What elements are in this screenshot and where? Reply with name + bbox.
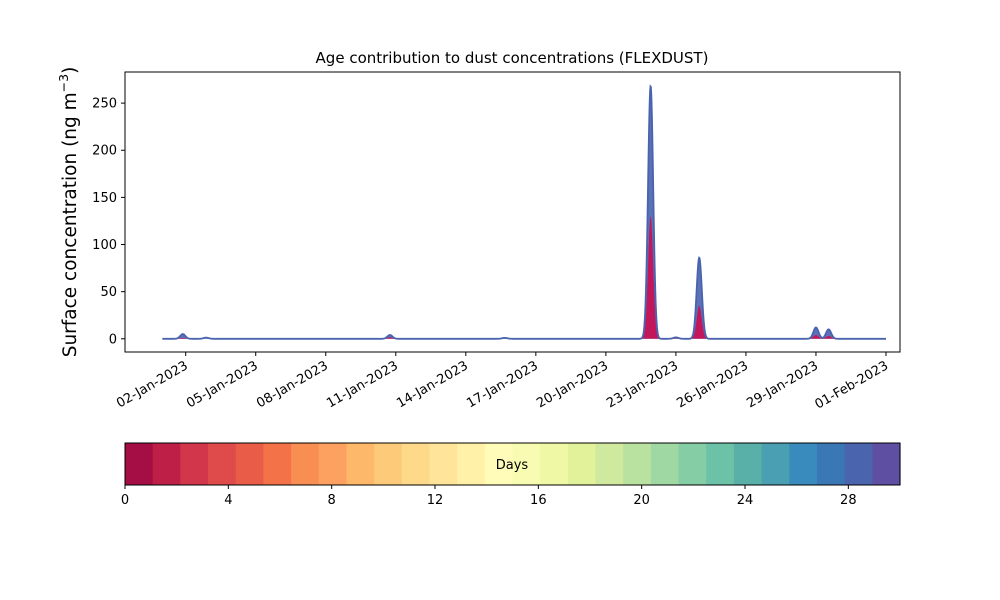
x-tick-label: 17-Jan-2023 bbox=[464, 358, 541, 411]
plot-area bbox=[162, 84, 886, 340]
x-tick-label: 26-Jan-2023 bbox=[674, 358, 751, 411]
y-tick-label: 200 bbox=[92, 144, 117, 159]
y-tick-label: 150 bbox=[92, 191, 117, 206]
colorbar-tick-label: 8 bbox=[328, 493, 336, 508]
colorbar-segment bbox=[152, 443, 181, 485]
colorbar-tick-label: 20 bbox=[633, 493, 650, 508]
colorbar-segment bbox=[291, 443, 320, 485]
colorbar-tick-label: 0 bbox=[121, 493, 129, 508]
x-tick-label: 11-Jan-2023 bbox=[324, 358, 401, 411]
colorbar-tick-label: 4 bbox=[224, 493, 232, 508]
colorbar-segment bbox=[872, 443, 901, 485]
y-axis-label-sup: −3 bbox=[56, 74, 71, 92]
colorbar-segment bbox=[816, 443, 846, 485]
colorbar-segment bbox=[540, 443, 569, 485]
colorbar-segment bbox=[484, 443, 514, 485]
y-tick-label: 100 bbox=[92, 238, 117, 253]
colorbar-segment bbox=[678, 443, 707, 485]
series-total-line bbox=[162, 84, 886, 340]
colorbar-segment bbox=[761, 443, 790, 485]
colorbar-segment bbox=[650, 443, 680, 485]
y-axis-label: Surface concentration (ng m−3) bbox=[56, 67, 81, 358]
colorbar-segment bbox=[263, 443, 292, 485]
colorbar-label: Days bbox=[496, 458, 529, 473]
x-tick-label: 02-Jan-2023 bbox=[114, 358, 191, 411]
colorbar bbox=[125, 443, 901, 485]
y-axis: 0 50 100 150 200 250 bbox=[92, 97, 125, 347]
colorbar-segment bbox=[567, 443, 597, 485]
plot-frame bbox=[124, 71, 901, 353]
y-tick-label: 50 bbox=[100, 285, 117, 300]
x-tick-label: 20-Jan-2023 bbox=[534, 358, 611, 411]
series-young-area bbox=[162, 216, 886, 339]
x-tick-label: 29-Jan-2023 bbox=[744, 358, 821, 411]
colorbar-tick-label: 12 bbox=[427, 493, 444, 508]
colorbar-segment bbox=[346, 443, 375, 485]
colorbar-segment bbox=[235, 443, 264, 485]
colorbar-segment bbox=[733, 443, 763, 485]
x-tick-label: 05-Jan-2023 bbox=[184, 358, 261, 411]
colorbar-segment bbox=[429, 443, 458, 485]
y-tick-label: 250 bbox=[92, 97, 117, 112]
y-axis-label-close: ) bbox=[60, 67, 81, 74]
colorbar-segment bbox=[180, 443, 209, 485]
colorbar-tick-label: 16 bbox=[530, 493, 547, 508]
colorbar-axis: 0 4 8 12 16 20 24 28 bbox=[121, 485, 857, 508]
colorbar-segment bbox=[374, 443, 403, 485]
colorbar-tick-label: 24 bbox=[737, 493, 754, 508]
colorbar-segment bbox=[512, 443, 541, 485]
colorbar-frame bbox=[124, 442, 901, 486]
x-tick-label: 14-Jan-2023 bbox=[394, 358, 471, 411]
chart-title: Age contribution to dust concentrations … bbox=[316, 49, 709, 67]
colorbar-segment bbox=[318, 443, 348, 485]
x-tick-label: 08-Jan-2023 bbox=[254, 358, 331, 411]
colorbar-segment bbox=[401, 443, 431, 485]
colorbar-tick-label: 28 bbox=[840, 493, 857, 508]
colorbar-segment bbox=[844, 443, 873, 485]
x-axis: 02-Jan-202305-Jan-202308-Jan-202311-Jan-… bbox=[114, 352, 891, 412]
colorbar-segment bbox=[789, 443, 818, 485]
colorbar-segment bbox=[706, 443, 735, 485]
x-tick-label: 23-Jan-2023 bbox=[604, 358, 681, 411]
series-total-area bbox=[162, 86, 886, 339]
colorbar-segment bbox=[125, 443, 154, 485]
colorbar-segment bbox=[208, 443, 237, 485]
colorbar-segment bbox=[457, 443, 486, 485]
x-tick-label: 01-Feb-2023 bbox=[812, 358, 891, 412]
y-axis-label-main: Surface concentration (ng m bbox=[60, 92, 81, 357]
y-tick-label: 0 bbox=[109, 332, 117, 347]
colorbar-segment bbox=[595, 443, 624, 485]
colorbar-segment bbox=[623, 443, 652, 485]
